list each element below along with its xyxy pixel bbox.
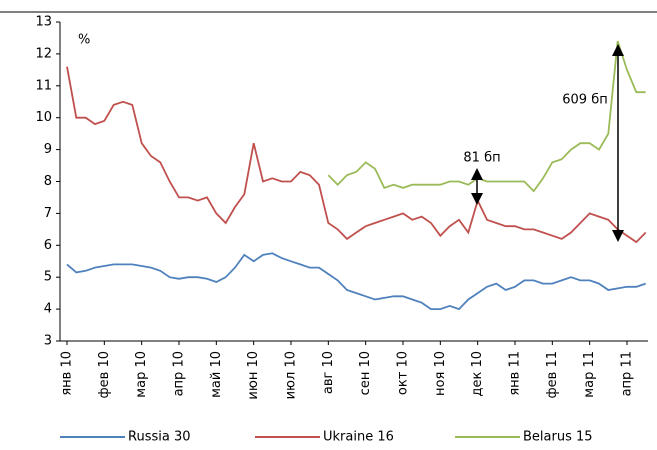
x-tick-label: сен 10 bbox=[358, 351, 373, 395]
x-tick-label: фев 10 bbox=[97, 351, 112, 398]
x-tick-label: авг 10 bbox=[321, 351, 336, 394]
x-tick-label: янв 10 bbox=[60, 351, 75, 396]
series-line bbox=[66, 66, 647, 244]
x-tick-label: окт 10 bbox=[396, 351, 411, 395]
annotation: 609 бп bbox=[562, 93, 607, 108]
y-tick-label: 12 bbox=[35, 46, 52, 61]
y-tick-label: 8 bbox=[44, 174, 52, 189]
legend-label: Ukraine 16 bbox=[323, 430, 394, 445]
x-tick-label: июл 10 bbox=[284, 351, 299, 399]
y-tick-label: 6 bbox=[44, 238, 52, 253]
x-tick-label: дек 10 bbox=[470, 351, 485, 397]
x-tick-label: май 10 bbox=[209, 351, 224, 398]
legend-label: Belarus 15 bbox=[523, 430, 593, 445]
x-tick-label: апр 11 bbox=[620, 351, 635, 396]
x-tick-label: мар 11 bbox=[582, 351, 597, 398]
series-line bbox=[327, 40, 646, 193]
annotation: 81 бп bbox=[463, 151, 500, 166]
y-tick-label: 3 bbox=[44, 334, 52, 349]
x-tick-label: апр 10 bbox=[172, 351, 187, 396]
y-tick-label: 10 bbox=[35, 110, 52, 125]
plot bbox=[66, 40, 647, 311]
unit-label: % bbox=[78, 33, 90, 48]
x-tick-label: мар 10 bbox=[134, 351, 149, 398]
x-tick-label: июн 10 bbox=[246, 351, 261, 400]
y-tick-label: 13 bbox=[35, 15, 52, 30]
y-tick-label: 7 bbox=[44, 206, 52, 221]
x-tick-label: ноя 10 bbox=[433, 351, 448, 396]
y-tick-label: 9 bbox=[44, 142, 52, 157]
y-tick-label: 11 bbox=[35, 78, 52, 93]
y-tick-label: 5 bbox=[44, 270, 52, 285]
series-line bbox=[66, 252, 646, 311]
y-tick-label: 4 bbox=[44, 302, 52, 317]
legend-label: Russia 30 bbox=[128, 430, 191, 445]
x-tick-label: фев 11 bbox=[545, 351, 560, 398]
x-tick-label: янв 11 bbox=[508, 351, 523, 396]
